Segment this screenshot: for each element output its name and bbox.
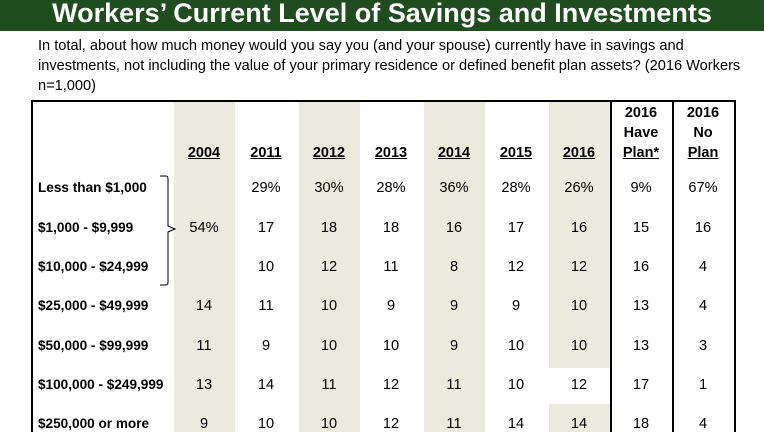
table-cell: 3 [698,338,708,354]
table-cell: 67% [688,180,718,196]
table-cell: 10 [320,416,338,432]
table-cell: 10 [382,338,400,354]
column-shading [423,100,485,432]
table-cell: 13 [632,338,650,354]
table-cell: 10 [257,259,275,275]
table-cell: 9 [386,298,396,314]
column-shading [298,100,360,432]
table-cell: 12 [382,416,400,432]
table-cell: 18 [382,220,400,236]
table-cell: 9 [261,338,271,354]
table-cell: 28% [501,180,531,196]
table-cell: 10 [320,338,338,354]
table-cell: 26% [564,180,594,196]
table-cell: 30% [314,180,344,196]
table-cell: 10 [507,377,525,393]
table-cell: 10 [570,338,588,354]
table-cell: 18 [632,416,650,432]
column-header: No [693,125,713,141]
table-cell: 11 [196,338,212,354]
table-cell: 16 [445,220,463,236]
table-cell: 9 [199,416,209,432]
table-cell: 9 [449,298,459,314]
table-cell: 18 [320,220,338,236]
table-cell: 4 [698,298,708,314]
table-cell: 12 [570,259,588,275]
column-header: Plan* [622,145,660,161]
table-cell: 1 [698,377,708,393]
column-header: 2013 [374,145,408,161]
table-cell: 11 [321,377,337,393]
question-text: In total, about how much money would you… [38,38,741,94]
row-label: $100,000 - $249,999 [38,377,164,392]
row-label: $25,000 - $49,999 [38,298,149,313]
table-cell: 10 [570,298,588,314]
row-label: $10,000 - $24,999 [38,259,149,274]
table-cell: 14 [507,416,525,432]
table-cell: 9 [511,298,521,314]
column-header: 2016 [624,105,658,121]
table-cell: 11 [383,259,399,275]
table-border [610,100,612,432]
table-cell: 8 [449,259,459,275]
column-header: 2016 [686,105,720,121]
brace-path [160,175,177,286]
table-cell: 12 [507,259,525,275]
column-header: Plan [687,145,719,161]
table-cell: 28% [376,180,406,196]
column-header: 2014 [437,145,471,161]
table-cell: 17 [257,220,275,236]
table-cell: 4 [698,259,708,275]
table-cell: 16 [570,220,588,236]
title-bar: Workers’ Current Level of Savings and In… [0,0,764,31]
column-header: 2011 [250,145,282,161]
table-cell: 11 [446,416,462,432]
table-cell: 14 [570,416,588,432]
table-cell: 12 [570,377,588,393]
table-cell: 13 [195,377,213,393]
table-cell: 15 [632,220,650,236]
table-border [31,100,33,432]
table-cell: 12 [320,259,338,275]
table-cell: 12 [382,377,400,393]
table-cell: 10 [320,298,338,314]
grouped-2004-value: 54% [189,220,219,236]
table-cell: 36% [439,180,469,196]
row-label: Less than $1,000 [38,180,147,195]
row-label: $250,000 or more [38,416,150,431]
column-header: Have [623,125,659,141]
table-cell: 14 [195,298,213,314]
table-cell: 11 [258,298,274,314]
column-header: 2012 [312,145,346,161]
table-border [734,100,736,432]
column-header: 2004 [187,145,221,161]
table-border [31,100,734,102]
column-header: 2016 [562,145,596,161]
row-label: $1,000 - $9,999 [38,220,134,235]
row-label: $50,000 - $99,999 [38,338,149,353]
table-cell: 9 [449,338,459,354]
table-cell: 4 [698,416,708,432]
table-cell: 10 [507,338,525,354]
table-cell: 29% [251,180,281,196]
table-cell: 13 [632,298,650,314]
table-cell: 9% [630,180,652,196]
table-cell: 10 [257,416,275,432]
table-cell: 17 [632,377,650,393]
table-cell: 16 [632,259,650,275]
table-cell: 11 [446,377,462,393]
table-border [672,100,674,432]
table-cell: 14 [257,377,275,393]
column-shading-gap [548,368,610,404]
table-cell: 16 [694,220,712,236]
table-cell: 17 [507,220,525,236]
column-header: 2015 [499,145,533,161]
chart-title: Workers’ Current Level of Savings and In… [52,0,712,28]
column-shading [173,100,235,432]
